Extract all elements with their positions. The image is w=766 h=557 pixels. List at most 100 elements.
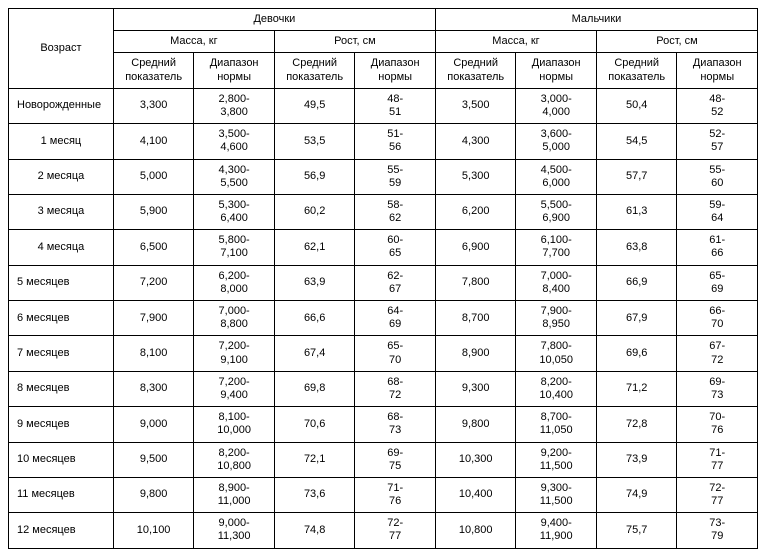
cell-boys-height-range: 70-76 [677, 407, 758, 442]
cell-girls-height-range: 60-65 [355, 230, 436, 265]
table-row: 9 месяцев9,0008,100-10,00070,668-739,800… [9, 407, 758, 442]
cell-girls-mass-range: 7,000-8,800 [194, 301, 275, 336]
cell-girls-mass-range: 4,300-5,500 [194, 159, 275, 194]
cell-boys-height-avg: 67,9 [596, 301, 677, 336]
table-row: 1 месяц4,1003,500-4,60053,551-564,3003,6… [9, 124, 758, 159]
cell-boys-height-avg: 54,5 [596, 124, 677, 159]
header-avg: Средний показатель [596, 53, 677, 88]
cell-girls-mass-avg: 6,500 [113, 230, 194, 265]
cell-boys-height-range: 61-66 [677, 230, 758, 265]
header-avg: Средний показатель [435, 53, 516, 88]
cell-girls-height-range: 48-51 [355, 88, 436, 123]
header-girls-mass: Масса, кг [113, 31, 274, 53]
cell-age: 6 месяцев [9, 301, 114, 336]
cell-boys-mass-range: 9,400-11,900 [516, 513, 597, 548]
cell-age: 10 месяцев [9, 442, 114, 477]
cell-boys-mass-range: 4,500-6,000 [516, 159, 597, 194]
cell-boys-mass-range: 9,200-11,500 [516, 442, 597, 477]
cell-girls-mass-range: 7,200-9,100 [194, 336, 275, 371]
cell-age: 9 месяцев [9, 407, 114, 442]
cell-girls-height-avg: 73,6 [274, 477, 355, 512]
table-row: 11 месяцев9,8008,900-11,00073,671-7610,4… [9, 477, 758, 512]
cell-boys-mass-avg: 8,900 [435, 336, 516, 371]
cell-boys-height-avg: 50,4 [596, 88, 677, 123]
table-row: 5 месяцев7,2006,200-8,00063,962-677,8007… [9, 265, 758, 300]
cell-girls-mass-range: 5,800-7,100 [194, 230, 275, 265]
cell-boys-height-avg: 75,7 [596, 513, 677, 548]
cell-girls-height-range: 64-69 [355, 301, 436, 336]
header-avg: Средний показатель [113, 53, 194, 88]
cell-boys-height-range: 66-70 [677, 301, 758, 336]
cell-girls-mass-range: 3,500-4,600 [194, 124, 275, 159]
cell-age: Новорожденные [9, 88, 114, 123]
cell-boys-height-range: 48-52 [677, 88, 758, 123]
table-row: Новорожденные3,3002,800-3,80049,548-513,… [9, 88, 758, 123]
cell-girls-mass-avg: 5,000 [113, 159, 194, 194]
header-range: Диапазон нормы [516, 53, 597, 88]
header-boys: Мальчики [435, 9, 757, 31]
cell-boys-height-avg: 61,3 [596, 194, 677, 229]
cell-girls-mass-range: 7,200-9,400 [194, 371, 275, 406]
cell-boys-mass-range: 8,700-11,050 [516, 407, 597, 442]
cell-boys-height-range: 55-60 [677, 159, 758, 194]
table-header: Возраст Девочки Мальчики Масса, кг Рост,… [9, 9, 758, 89]
cell-girls-mass-avg: 5,900 [113, 194, 194, 229]
cell-boys-height-range: 52-57 [677, 124, 758, 159]
cell-girls-mass-avg: 4,100 [113, 124, 194, 159]
cell-girls-mass-range: 8,100-10,000 [194, 407, 275, 442]
cell-girls-height-avg: 49,5 [274, 88, 355, 123]
cell-girls-mass-avg: 8,100 [113, 336, 194, 371]
cell-age: 8 месяцев [9, 371, 114, 406]
cell-boys-height-range: 59-64 [677, 194, 758, 229]
cell-age: 1 месяц [9, 124, 114, 159]
cell-boys-mass-avg: 10,400 [435, 477, 516, 512]
cell-girls-height-range: 71-76 [355, 477, 436, 512]
cell-age: 11 месяцев [9, 477, 114, 512]
cell-boys-height-range: 73-79 [677, 513, 758, 548]
cell-girls-height-avg: 60,2 [274, 194, 355, 229]
cell-girls-mass-avg: 9,800 [113, 477, 194, 512]
cell-boys-height-avg: 71,2 [596, 371, 677, 406]
cell-boys-mass-avg: 3,500 [435, 88, 516, 123]
cell-boys-mass-avg: 8,700 [435, 301, 516, 336]
cell-boys-mass-avg: 9,300 [435, 371, 516, 406]
cell-boys-mass-range: 3,000-4,000 [516, 88, 597, 123]
cell-boys-height-range: 67-72 [677, 336, 758, 371]
table-row: 6 месяцев7,9007,000-8,80066,664-698,7007… [9, 301, 758, 336]
cell-girls-height-avg: 66,6 [274, 301, 355, 336]
cell-boys-mass-range: 6,100-7,700 [516, 230, 597, 265]
table-row: 2 месяца5,0004,300-5,50056,955-595,3004,… [9, 159, 758, 194]
cell-boys-mass-avg: 7,800 [435, 265, 516, 300]
cell-boys-mass-avg: 5,300 [435, 159, 516, 194]
cell-age: 2 месяца [9, 159, 114, 194]
header-avg: Средний показатель [274, 53, 355, 88]
cell-girls-height-avg: 62,1 [274, 230, 355, 265]
cell-age: 3 месяца [9, 194, 114, 229]
cell-age: 12 месяцев [9, 513, 114, 548]
cell-girls-height-avg: 70,6 [274, 407, 355, 442]
cell-girls-height-avg: 72,1 [274, 442, 355, 477]
growth-table: Возраст Девочки Мальчики Масса, кг Рост,… [8, 8, 758, 549]
cell-boys-mass-range: 8,200-10,400 [516, 371, 597, 406]
cell-boys-mass-range: 3,600-5,000 [516, 124, 597, 159]
cell-girls-height-avg: 74,8 [274, 513, 355, 548]
cell-boys-height-range: 72-77 [677, 477, 758, 512]
cell-girls-height-avg: 53,5 [274, 124, 355, 159]
cell-boys-height-avg: 73,9 [596, 442, 677, 477]
cell-age: 5 месяцев [9, 265, 114, 300]
table-body: Новорожденные3,3002,800-3,80049,548-513,… [9, 88, 758, 548]
header-range: Диапазон нормы [355, 53, 436, 88]
cell-girls-height-range: 69-75 [355, 442, 436, 477]
header-boys-height: Рост, см [596, 31, 757, 53]
cell-girls-height-avg: 67,4 [274, 336, 355, 371]
cell-boys-mass-avg: 10,300 [435, 442, 516, 477]
cell-boys-mass-avg: 6,900 [435, 230, 516, 265]
cell-boys-mass-avg: 9,800 [435, 407, 516, 442]
cell-girls-mass-avg: 9,500 [113, 442, 194, 477]
cell-girls-mass-avg: 8,300 [113, 371, 194, 406]
cell-boys-height-avg: 66,9 [596, 265, 677, 300]
cell-girls-height-range: 62-67 [355, 265, 436, 300]
cell-girls-height-range: 51-56 [355, 124, 436, 159]
cell-girls-mass-range: 8,200-10,800 [194, 442, 275, 477]
cell-girls-mass-range: 9,000-11,300 [194, 513, 275, 548]
